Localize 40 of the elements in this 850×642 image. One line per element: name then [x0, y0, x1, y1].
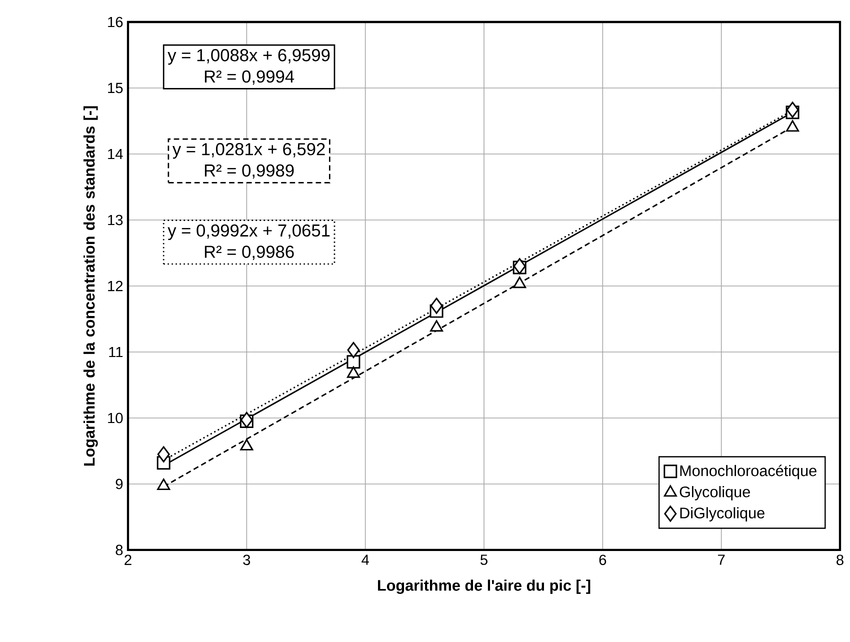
point: [513, 276, 526, 288]
annotation: R² = 0,9989: [204, 164, 294, 179]
point: [347, 342, 360, 358]
y-tick-label: 9: [116, 478, 123, 490]
annotation: R² = 0,9986: [204, 246, 294, 260]
y-tick-label: 16: [108, 16, 123, 28]
point: [346, 366, 360, 378]
annotation: y = 1,0088x + 6,9599: [168, 49, 330, 65]
point: [346, 355, 360, 369]
point: [240, 412, 253, 428]
point: [430, 320, 444, 332]
legend-label: Monochloroacétique: [680, 464, 816, 480]
y-tick-label: 8: [116, 544, 123, 556]
y-tick-label: 12: [108, 280, 123, 292]
y-tick-label: 15: [108, 82, 123, 94]
x-tick-label: 2: [124, 554, 132, 565]
legend-label: Glycolique: [680, 486, 750, 500]
annotation: y = 1,0281x + 6,592: [172, 143, 325, 159]
y-tick-label: 11: [109, 346, 123, 358]
legend-label: DiGlycolique: [680, 507, 764, 522]
annotation: R² = 0,9994: [204, 70, 294, 85]
y-tick-label: 13: [108, 214, 123, 226]
x-tick-label: 5: [480, 554, 488, 565]
y-axis-title: Logarithme de la concentration des standards [-]: [83, 106, 98, 466]
point: [157, 446, 170, 462]
point: [786, 120, 800, 132]
y-tick-label: 14: [108, 148, 123, 160]
x-tick-label: 6: [599, 554, 606, 566]
point: [430, 298, 443, 314]
annotation: y = 0,9992x + 7,0651: [168, 224, 330, 240]
point: [240, 438, 254, 450]
x-tick-label: 3: [243, 554, 250, 566]
point: [513, 258, 526, 274]
x-tick-label: 4: [362, 554, 369, 565]
x-tick-label: 7: [718, 554, 725, 565]
point: [786, 102, 799, 118]
point: [157, 478, 170, 490]
y-tick-label: 10: [108, 412, 123, 424]
x-tick-label: 8: [836, 554, 844, 566]
x-axis-title: Logarithme de l'aire du pic [-]: [378, 580, 590, 594]
